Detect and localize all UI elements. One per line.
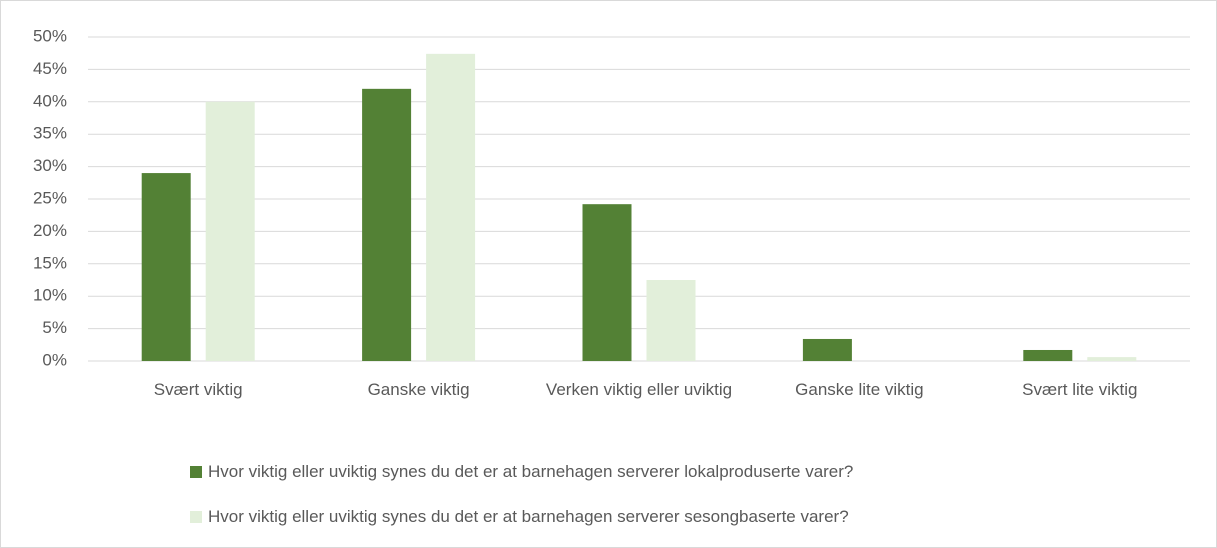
bar (646, 280, 696, 361)
y-tick-label: 35% (33, 124, 67, 143)
bar (141, 173, 191, 361)
x-tick-label: Svært lite viktig (1022, 380, 1138, 399)
legend-label: Hvor viktig eller uviktig synes du det e… (208, 462, 854, 481)
bar (582, 204, 632, 361)
y-tick-label: 20% (33, 221, 67, 240)
legend-item: Hvor viktig eller uviktig synes du det e… (190, 507, 849, 527)
y-tick-label: 10% (33, 286, 67, 305)
y-tick-label: 30% (33, 156, 67, 175)
bar (362, 88, 412, 361)
y-tick-label: 50% (33, 26, 67, 45)
legend-label: Hvor viktig eller uviktig synes du det e… (208, 507, 849, 526)
x-tick-label: Verken viktig eller uviktig (545, 380, 733, 399)
x-tick-label: Svært viktig (153, 380, 243, 399)
y-tick-label: 40% (33, 91, 67, 110)
legend-item: Hvor viktig eller uviktig synes du det e… (190, 462, 853, 482)
bar (1023, 349, 1073, 361)
bar (426, 53, 476, 362)
x-tick-label: Ganske viktig (367, 380, 470, 399)
bar (1087, 357, 1137, 361)
bar (802, 338, 852, 361)
y-tick-label: 45% (33, 59, 67, 78)
y-tick-label: 25% (33, 188, 67, 207)
x-tick-label: Ganske lite viktig (795, 380, 924, 399)
y-tick-label: 5% (42, 318, 67, 337)
legend-swatch (190, 466, 202, 478)
y-tick-label: 15% (33, 253, 67, 272)
legend-swatch (190, 511, 202, 523)
y-tick-label: 0% (42, 350, 67, 369)
bar (205, 101, 255, 362)
